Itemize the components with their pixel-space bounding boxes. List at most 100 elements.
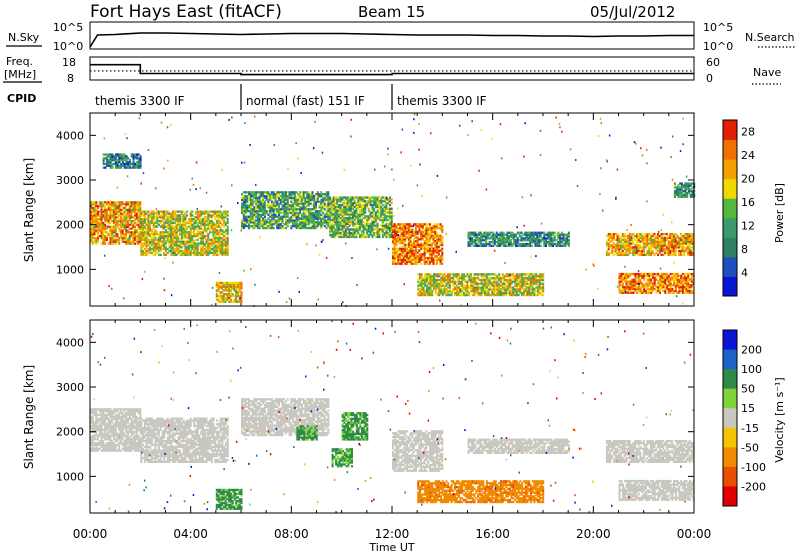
echo-cell <box>332 220 335 224</box>
echo-cell <box>473 292 476 295</box>
echo-cell <box>177 244 180 247</box>
echo-cell <box>175 218 178 221</box>
echo-cell <box>202 248 204 251</box>
echo-cell <box>100 221 103 225</box>
echo-cell <box>359 198 361 201</box>
echo-cell <box>343 232 346 235</box>
echo-cell <box>427 243 430 247</box>
echo-cell <box>242 208 245 211</box>
echo-cell <box>161 227 164 230</box>
echo-cell <box>307 226 310 230</box>
echo-cell <box>125 218 128 221</box>
echo-cell <box>193 244 196 247</box>
echo-cell <box>330 235 333 239</box>
echo-cell <box>112 206 115 210</box>
echo-cell <box>142 242 145 245</box>
echo-cell <box>487 290 490 293</box>
echo-cell <box>436 262 438 265</box>
echo-cell <box>436 293 439 297</box>
echo-cell <box>504 233 507 236</box>
echo-cell <box>353 224 356 227</box>
echo-cell <box>262 221 265 224</box>
echo-cell <box>295 196 298 200</box>
echo-cell <box>445 293 448 297</box>
echo-cell <box>93 214 96 217</box>
echo-cell <box>402 236 405 239</box>
echo-cell <box>221 248 224 251</box>
echo-cell <box>389 222 391 225</box>
echo-cell <box>348 209 351 212</box>
echo-cell <box>219 244 222 247</box>
echo-cell <box>404 230 407 233</box>
echo-cell <box>426 275 428 278</box>
echo-cell <box>127 203 129 206</box>
echo-cell <box>299 208 302 211</box>
echo-cell <box>93 225 96 228</box>
echo-cell <box>445 290 448 293</box>
echo-cell <box>436 225 438 228</box>
echo-cell <box>90 214 92 217</box>
echo-cell <box>253 191 256 194</box>
echo-cell <box>406 232 409 235</box>
echo-cell <box>198 231 201 234</box>
echo-cell <box>369 196 372 199</box>
echo-cell <box>140 238 143 241</box>
echo-cell <box>135 235 138 238</box>
echo-cell <box>210 210 213 213</box>
echo-cell <box>436 240 438 243</box>
echo-cell <box>418 290 421 293</box>
echo-cell <box>430 232 433 235</box>
echo-cell <box>127 166 130 169</box>
echo-cell <box>400 260 403 263</box>
echo-cell <box>231 300 234 303</box>
echo-cell <box>107 208 110 211</box>
echo-cell <box>90 210 92 213</box>
echo-cell <box>170 246 173 249</box>
echo-cell <box>241 204 243 207</box>
echo-cell <box>344 232 347 235</box>
station-title: Fort Hays East (fitACF) <box>90 2 282 22</box>
echo-cell <box>166 219 169 223</box>
echo-cell <box>279 191 282 194</box>
echo-cell <box>402 232 405 235</box>
echo-cell <box>246 195 249 198</box>
echo-cell <box>214 225 217 228</box>
echo-cell <box>198 227 201 230</box>
echo-cell <box>107 235 110 238</box>
echo-cell <box>473 288 476 291</box>
echo-cell <box>253 217 256 220</box>
echo-cell <box>184 234 187 238</box>
echo-cell <box>184 246 187 249</box>
echo-cell <box>323 219 326 222</box>
echo-cell <box>111 216 114 219</box>
echo-cell <box>427 223 430 226</box>
echo-cell <box>436 275 439 278</box>
echo-cell <box>445 275 448 278</box>
echo-cell <box>276 208 279 211</box>
echo-cell <box>193 223 196 226</box>
echo-cell <box>272 219 275 222</box>
echo-cell <box>249 219 252 222</box>
echo-cell <box>274 198 277 201</box>
echo-cell <box>207 216 210 219</box>
echo-cell <box>226 219 229 223</box>
echo-cell <box>487 293 490 297</box>
echo-cell <box>369 200 372 203</box>
echo-cell <box>109 208 112 211</box>
echo-cell <box>344 235 347 239</box>
echo-cell <box>306 219 309 222</box>
echo-cell <box>180 225 183 228</box>
echo-cell <box>533 273 536 276</box>
echo-cell <box>149 214 152 217</box>
echo-cell <box>406 258 409 262</box>
echo-cell <box>229 291 232 294</box>
echo-cell <box>209 221 211 225</box>
echo-cell <box>371 233 374 237</box>
echo-cell <box>369 233 372 237</box>
echo-cell <box>149 227 152 230</box>
echo-cell <box>323 204 326 207</box>
echo-cell <box>440 284 443 287</box>
echo-cell <box>484 292 487 295</box>
echo-cell <box>327 196 330 200</box>
echo-cell <box>433 278 435 282</box>
